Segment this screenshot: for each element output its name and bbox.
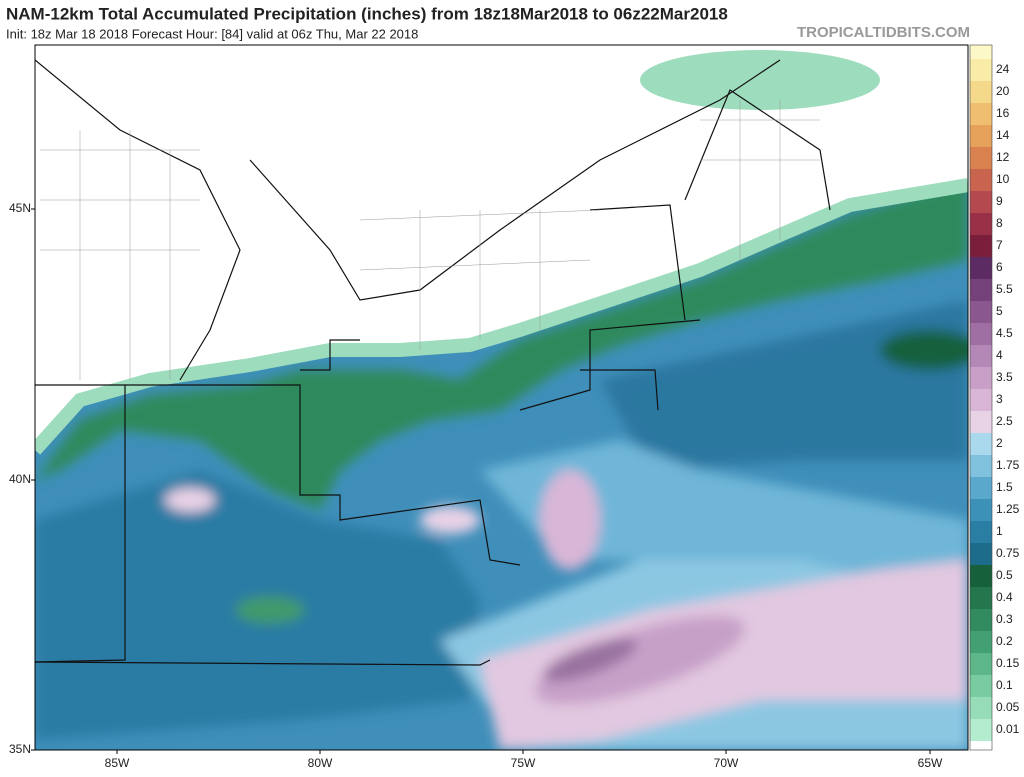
- colorbar-label: 0.1: [996, 678, 1013, 692]
- colorbar-swatch: [970, 279, 992, 301]
- colorbar-swatch: [970, 433, 992, 455]
- colorbar-label: 12: [996, 150, 1010, 164]
- colorbar-label: 0.4: [996, 590, 1013, 604]
- colorbar-label: 1.75: [996, 458, 1020, 472]
- colorbar-label: 14: [996, 128, 1010, 142]
- colorbar-swatch: [970, 411, 992, 433]
- colorbar-swatch: [970, 455, 992, 477]
- colorbar-swatch: [970, 609, 992, 631]
- colorbar-swatch: [970, 81, 992, 103]
- green-band: [35, 180, 968, 510]
- colorbar-swatch: [970, 125, 992, 147]
- colorbar-swatch: [970, 587, 992, 609]
- colorbar-label: 9: [996, 194, 1003, 208]
- colorbar-label: 0.01: [996, 722, 1020, 736]
- colorbar-label: 16: [996, 106, 1010, 120]
- colorbar-swatch: [970, 631, 992, 653]
- lon-label: 65W: [918, 756, 943, 770]
- colorbar-label: 0.75: [996, 546, 1020, 560]
- colorbar-swatch: [970, 675, 992, 697]
- lon-label: 70W: [714, 756, 739, 770]
- colorbar-label: 0.15: [996, 656, 1020, 670]
- colorbar-swatch: [970, 719, 992, 741]
- colorbar-label: 6: [996, 260, 1003, 274]
- colorbar-swatch: [970, 169, 992, 191]
- colorbar-label: 1: [996, 524, 1003, 538]
- colorbar-label: 4: [996, 348, 1003, 362]
- lon-label: 75W: [511, 756, 536, 770]
- lat-label: 35N: [9, 742, 31, 756]
- colorbar-swatch: [970, 147, 992, 169]
- colorbar-swatch: [970, 191, 992, 213]
- site-credit: TROPICALTIDBITS.COM: [797, 24, 970, 41]
- map-frame: [34, 44, 969, 751]
- colorbar-swatch: [970, 345, 992, 367]
- colorbar-label: 0.5: [996, 568, 1013, 582]
- light-edge: [35, 178, 968, 455]
- north-precip: [640, 50, 880, 110]
- colorbar-label: 7: [996, 238, 1003, 252]
- county-lines: [40, 100, 820, 380]
- colorbar-swatch: [970, 543, 992, 565]
- colorbar-swatch: [970, 235, 992, 257]
- colorbar-frame: [969, 44, 993, 751]
- colorbar-label: 10: [996, 172, 1010, 186]
- colorbar-swatch: [970, 653, 992, 675]
- colorbar-swatch: [970, 565, 992, 587]
- colorbar-label: 8: [996, 216, 1003, 230]
- colorbar-label: 5.5: [996, 282, 1013, 296]
- colorbar-label: 1.25: [996, 502, 1020, 516]
- colorbar-label: 24: [996, 62, 1010, 76]
- colorbar-label: 2: [996, 436, 1003, 450]
- boundaries: [35, 59, 831, 666]
- colorbar-label: 4.5: [996, 326, 1013, 340]
- subtitle: Init: 18z Mar 18 2018 Forecast Hour: [84…: [6, 26, 418, 41]
- colorbar-swatch: [970, 213, 992, 235]
- colorbar-label: 0.3: [996, 612, 1013, 626]
- colorbar-swatch: [970, 59, 992, 81]
- map: [35, 45, 968, 750]
- colorbar-swatch: [970, 301, 992, 323]
- colorbar-label: 0.2: [996, 634, 1013, 648]
- colorbar-swatch: [970, 323, 992, 345]
- lon-label: 80W: [308, 756, 333, 770]
- colorbar-label: 1.5: [996, 480, 1013, 494]
- colorbar-swatch: [970, 697, 992, 719]
- colorbar-label: 3: [996, 392, 1003, 406]
- colorbar-swatch: [970, 389, 992, 411]
- precip-detail: [35, 300, 968, 750]
- lon-label: 85W: [105, 756, 130, 770]
- colorbar-swatch: [970, 477, 992, 499]
- colorbar-swatch: [970, 499, 992, 521]
- dry-area: [35, 45, 968, 450]
- colorbar-label: 0.05: [996, 700, 1020, 714]
- colorbar-swatch: [970, 367, 992, 389]
- colorbar-swatch: [970, 103, 992, 125]
- lat-label: 40N: [9, 472, 31, 486]
- colorbar-above: [970, 45, 992, 59]
- colorbar-label: 5: [996, 304, 1003, 318]
- colorbar-swatch: [970, 257, 992, 279]
- colorbar-below: [970, 741, 992, 750]
- colorbar-label: 2.5: [996, 414, 1013, 428]
- lat-label: 45N: [9, 201, 31, 215]
- title: NAM-12km Total Accumulated Precipitation…: [6, 4, 728, 23]
- colorbar-swatch: [970, 521, 992, 543]
- colorbar-label: 3.5: [996, 370, 1013, 384]
- colorbar-label: 20: [996, 84, 1010, 98]
